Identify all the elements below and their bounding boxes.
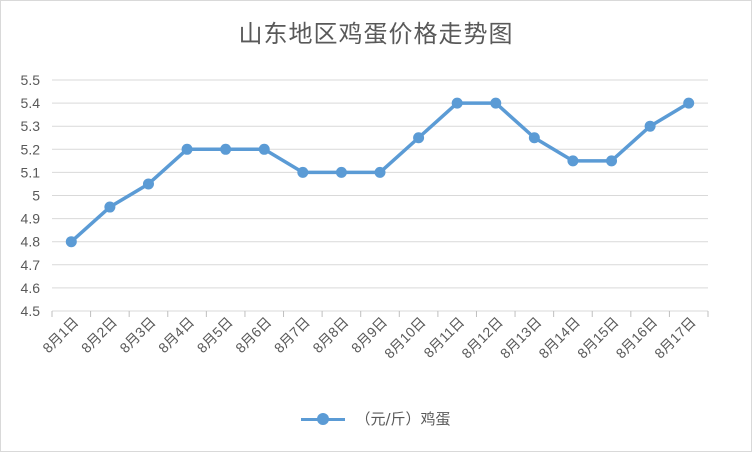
data-point-1 — [104, 201, 116, 213]
data-point-6 — [297, 166, 309, 178]
x-tick-label-7: 8月8日 — [309, 314, 351, 356]
legend-label: （元/斤）鸡蛋 — [355, 410, 451, 428]
data-point-14 — [606, 155, 618, 167]
data-point-5 — [258, 143, 270, 155]
y-tick-label-10: 5.5 — [21, 72, 41, 88]
x-tick-label-2: 8月3日 — [116, 314, 158, 356]
data-point-16 — [683, 97, 695, 109]
y-tick-label-8: 5.3 — [21, 118, 41, 134]
data-point-0 — [65, 236, 77, 248]
x-tick-label-6: 8月7日 — [271, 314, 313, 356]
x-tick-label-13: 8月14日 — [535, 314, 583, 362]
y-tick-label-9: 5.4 — [21, 95, 41, 111]
y-tick-label-3: 4.8 — [21, 234, 41, 250]
y-axis: 4.5 4.6 4.7 4.8 4.9 5 5.1 5.2 5.3 5.4 5.5 — [21, 72, 41, 319]
y-tick-label-5: 5 — [32, 188, 40, 204]
x-tick-label-16: 8月17日 — [651, 314, 699, 362]
y-tick-label-0: 4.5 — [21, 303, 41, 319]
data-point-10 — [451, 97, 463, 109]
data-point-12 — [528, 132, 540, 144]
data-point-4 — [220, 143, 232, 155]
x-tick-label-1: 8月2日 — [78, 314, 120, 356]
data-point-3 — [181, 143, 193, 155]
chart-title: 山东地区鸡蛋价格走势图 — [238, 20, 514, 48]
legend: （元/斤）鸡蛋 — [0, 408, 752, 429]
x-axis: 8月1日8月2日8月3日8月4日8月5日8月6日8月7日8月8日8月9日8月10… — [39, 311, 709, 362]
x-tick-label-14: 8月15日 — [574, 314, 622, 362]
x-tick-label-9: 8月10日 — [381, 314, 429, 362]
data-point-13 — [567, 155, 579, 167]
x-tick-label-4: 8月5日 — [194, 314, 236, 356]
data-point-9 — [413, 132, 425, 144]
y-tick-label-6: 5.1 — [21, 164, 41, 180]
series-eggs — [65, 97, 695, 248]
y-tick-label-4: 4.9 — [21, 211, 41, 227]
x-tick-label-11: 8月12日 — [458, 314, 506, 362]
data-point-7 — [335, 166, 347, 178]
data-point-11 — [490, 97, 502, 109]
x-tick-label-15: 8月16日 — [613, 314, 661, 362]
x-tick-label-5: 8月6日 — [232, 314, 274, 356]
data-point-15 — [644, 120, 656, 132]
legend-line-marker-icon — [301, 412, 346, 425]
data-point-2 — [142, 178, 154, 190]
gridlines — [52, 79, 708, 312]
x-tick-label-12: 8月13日 — [497, 314, 545, 362]
y-tick-label-1: 4.6 — [21, 280, 41, 296]
y-tick-label-7: 5.2 — [21, 141, 41, 157]
x-tick-label-10: 8月11日 — [420, 314, 467, 361]
x-tick-label-0: 8月1日 — [39, 314, 81, 356]
x-tick-label-3: 8月4日 — [155, 314, 197, 356]
data-point-8 — [374, 166, 386, 178]
y-tick-label-2: 4.7 — [21, 257, 41, 273]
